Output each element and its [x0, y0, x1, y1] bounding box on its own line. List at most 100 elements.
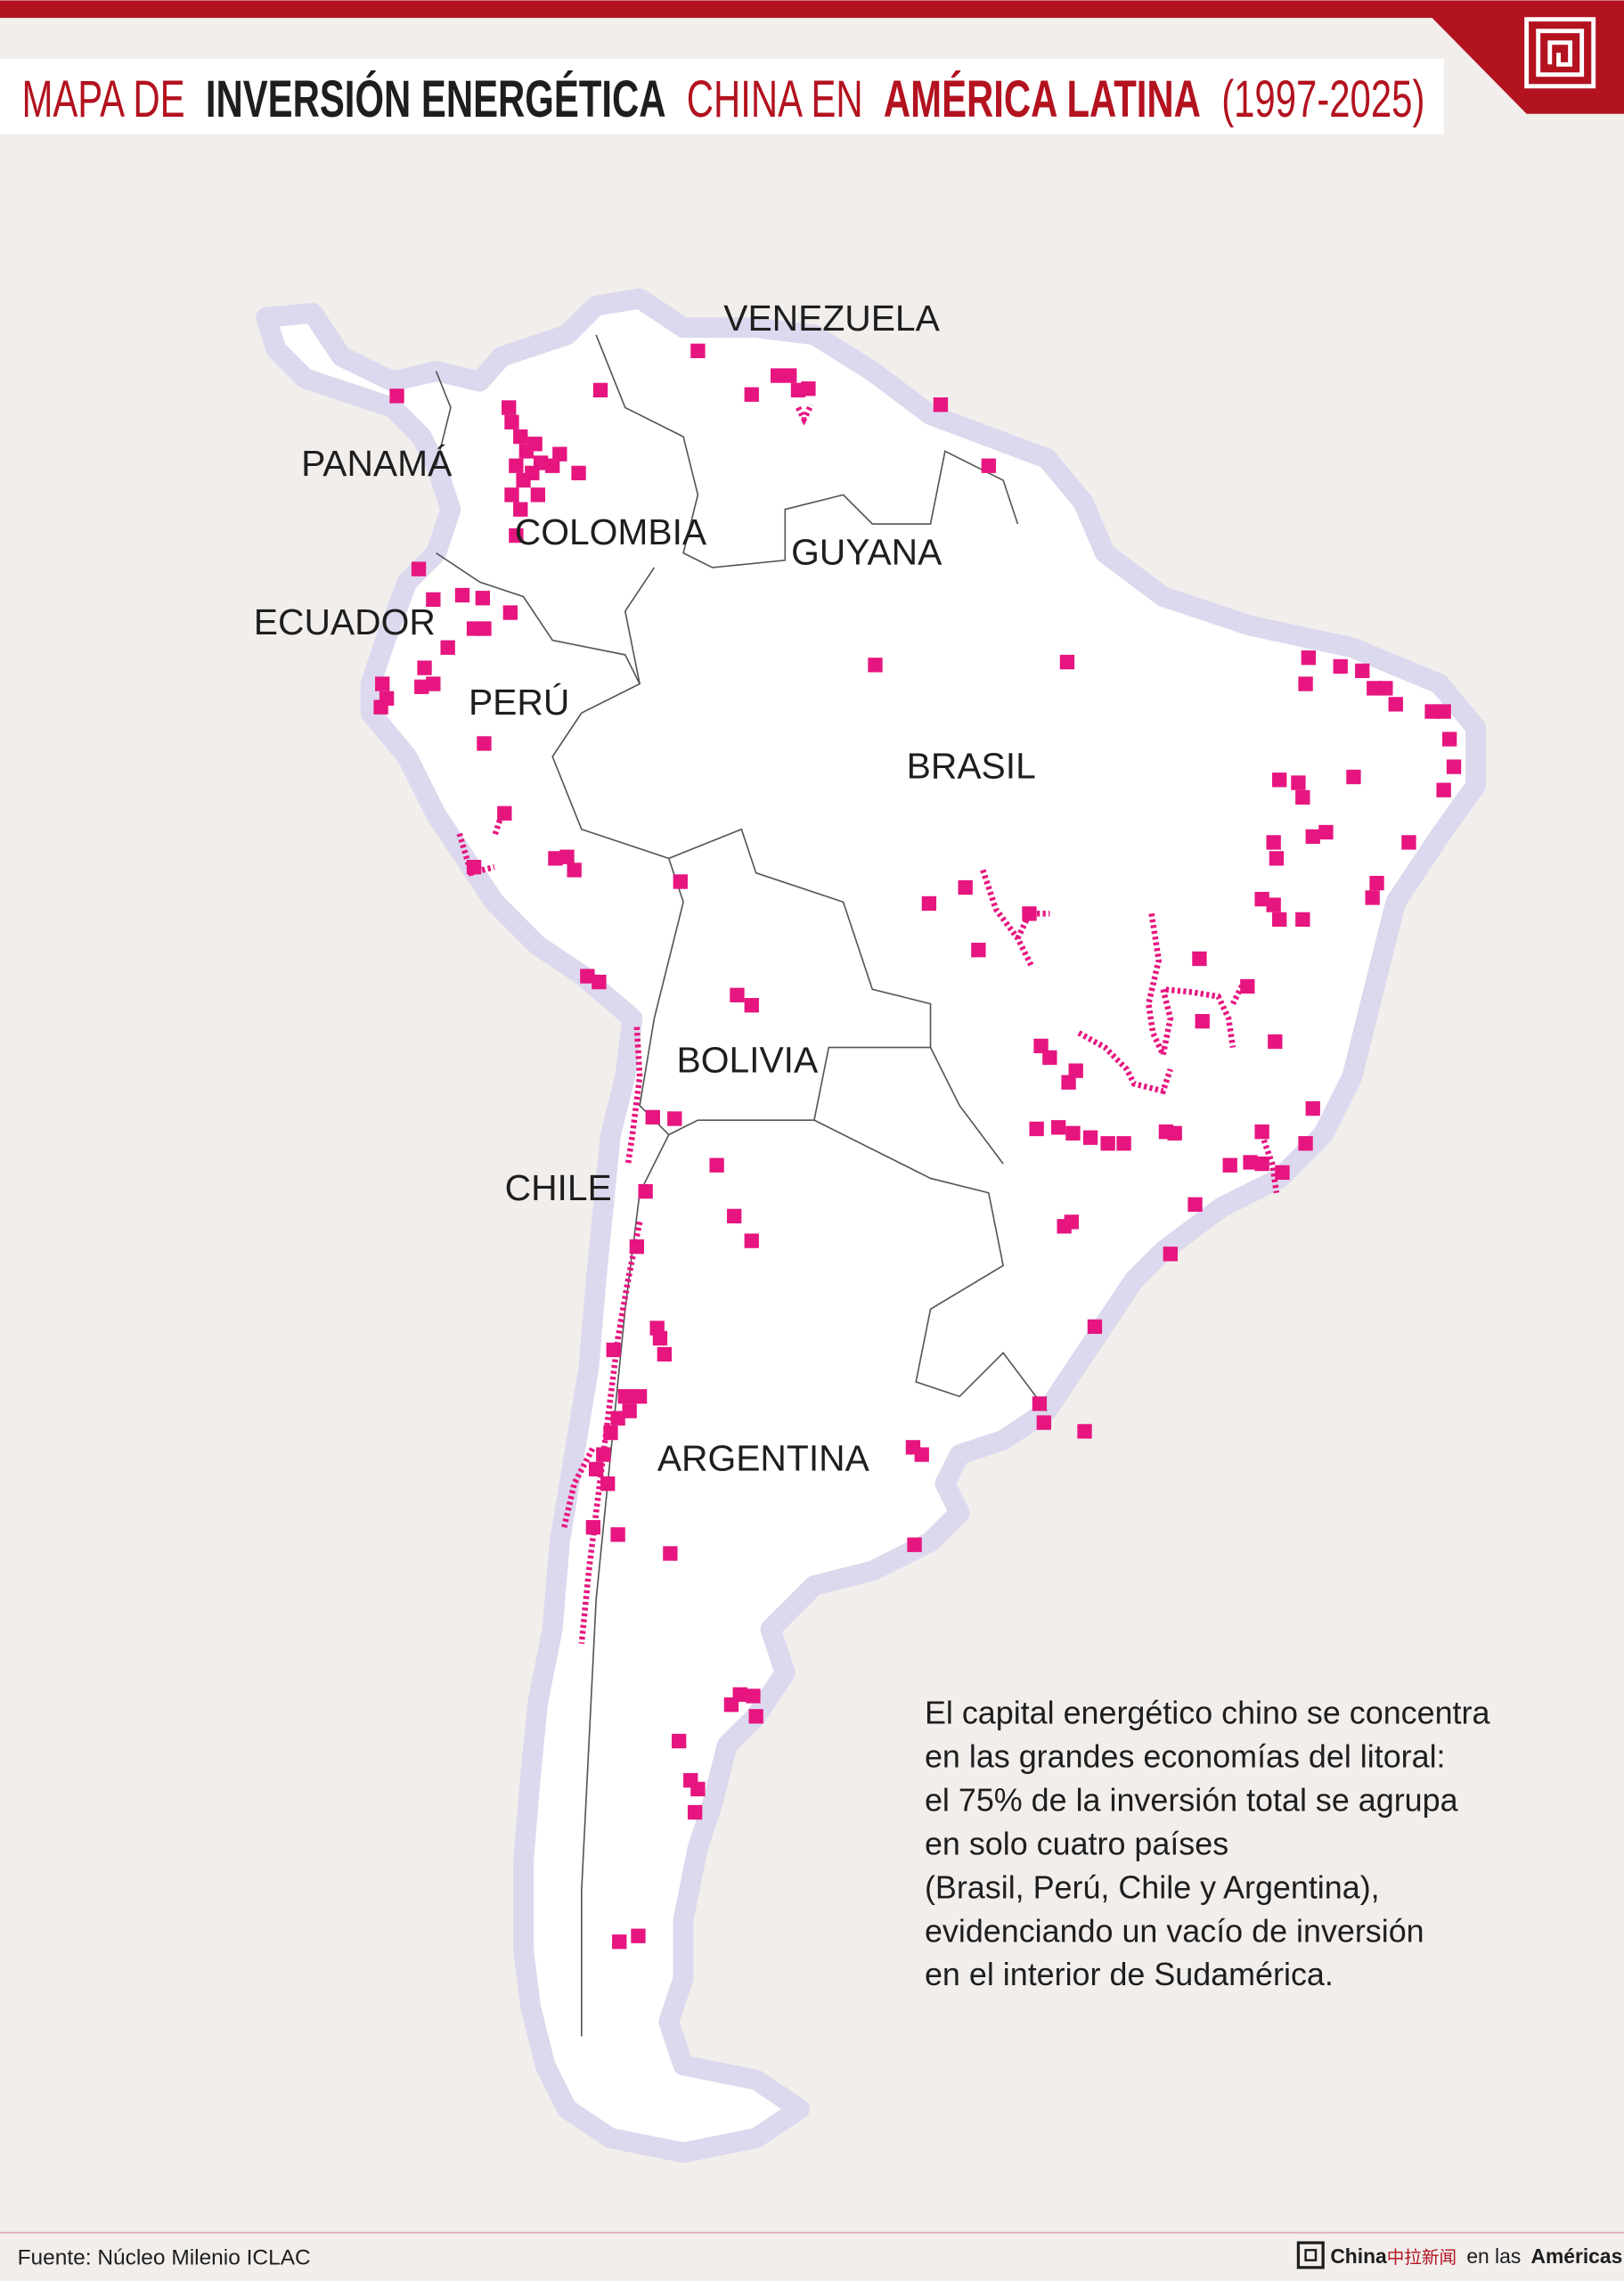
country-label: PERÚ — [469, 682, 569, 723]
annotation-line: El capital energético chino se concentra — [925, 1695, 1489, 1730]
investment-site — [663, 1546, 678, 1561]
logo-icon — [1524, 17, 1596, 89]
investment-site — [454, 587, 470, 603]
investment-site — [567, 863, 582, 878]
investment-site — [525, 465, 540, 481]
investment-site — [426, 592, 441, 608]
investment-site — [580, 969, 595, 984]
investment-site — [1298, 676, 1313, 691]
annotation: El capital energético chino se concentra… — [925, 1695, 1489, 1992]
investment-site — [1192, 951, 1207, 967]
investment-site — [1100, 1136, 1115, 1151]
brand-icon — [1296, 2241, 1325, 2269]
country-labels: VENEZUELA PANAMÁ COLOMBIA ECUADOR PERÚ G… — [254, 298, 1036, 1479]
country-label: BRASIL — [907, 746, 1036, 787]
investment-site — [375, 676, 390, 691]
source: Fuente: Núcleo Milenio ICLAC — [18, 2246, 311, 2270]
country-label: BOLIVIA — [677, 1039, 820, 1080]
investment-site — [1446, 759, 1462, 774]
investment-site — [748, 1709, 763, 1724]
investment-site — [1266, 835, 1281, 850]
country-label: CHILE — [505, 1167, 612, 1208]
country-label: VENEZUELA — [723, 298, 940, 339]
investment-site — [513, 429, 528, 445]
investment-site — [414, 679, 429, 694]
pipeline — [1230, 979, 1247, 1006]
investment-site — [504, 487, 519, 503]
investment-site — [513, 502, 528, 517]
investment-site — [723, 1697, 739, 1713]
annotation-line: evidenciando un vacío de inversión — [925, 1913, 1424, 1949]
investment-site — [1254, 1124, 1269, 1140]
investment-site — [475, 591, 491, 606]
investment-site — [1401, 835, 1416, 850]
investment-site — [1077, 1424, 1092, 1439]
investment-site — [1436, 782, 1451, 797]
pipeline — [624, 1026, 643, 1165]
investment-site — [603, 1425, 618, 1441]
investment-site — [727, 1208, 742, 1224]
investment-site — [1163, 1247, 1178, 1262]
brand: China中拉新闻 en las Américas — [1296, 2241, 1622, 2269]
title-box — [0, 58, 1444, 135]
investment-site — [1436, 704, 1451, 719]
investment-site — [1388, 697, 1403, 712]
investment-site — [610, 1410, 625, 1426]
investment-site — [1036, 1415, 1051, 1430]
annotation-line: en solo cuatro países — [925, 1826, 1228, 1861]
investment-site — [1318, 824, 1334, 840]
investment-site — [1061, 1075, 1076, 1090]
annotation-line: (Brasil, Perú, Chile y Argentina), — [925, 1869, 1380, 1905]
investment-site — [746, 1688, 761, 1704]
investment-site — [1305, 829, 1320, 845]
investment-site — [914, 1447, 929, 1462]
investment-site — [1333, 658, 1348, 674]
pipeline — [796, 403, 814, 426]
investment-site — [652, 1330, 668, 1346]
investment-site — [600, 1476, 616, 1492]
pipeline — [980, 869, 1035, 969]
investment-site — [1243, 1155, 1258, 1170]
title-part: CHINA EN — [687, 70, 863, 128]
investment-site — [389, 388, 404, 404]
investment-site — [1275, 1165, 1290, 1181]
investment-site — [1116, 1136, 1131, 1151]
continent — [256, 288, 1486, 2163]
investment-site — [801, 381, 816, 397]
investment-site — [1266, 897, 1281, 912]
borders — [435, 334, 1048, 2037]
investment-site — [1268, 1034, 1283, 1050]
investment-site — [1254, 1156, 1269, 1172]
investment-site — [1065, 1125, 1081, 1140]
investment-site — [1022, 906, 1037, 921]
investment-site — [617, 1389, 632, 1404]
investment-site — [1167, 1125, 1182, 1140]
country-label: PANAMÁ — [301, 443, 453, 484]
investment-site — [921, 895, 937, 912]
brand-part: en las — [1466, 2244, 1521, 2268]
pipeline — [578, 1221, 643, 1645]
brand-part: Américas — [1530, 2244, 1622, 2268]
investment-site — [559, 849, 575, 864]
investment-site — [612, 1934, 627, 1950]
investment-site — [1068, 1063, 1083, 1078]
pipeline — [491, 813, 505, 838]
investment-site — [530, 487, 546, 503]
title-part: (1997-2025) — [1221, 70, 1424, 128]
investment-site — [1291, 775, 1306, 790]
country-label: GUYANA — [791, 532, 943, 573]
investment-site — [690, 1781, 706, 1797]
top-bar — [0, 0, 1624, 19]
investment-site — [509, 458, 524, 473]
investment-site — [667, 1111, 682, 1126]
investment-site — [1029, 1121, 1044, 1137]
investment-site — [1222, 1157, 1237, 1173]
pipeline — [561, 1445, 596, 1528]
brand-icon-inner — [1304, 2249, 1318, 2261]
investment-site — [509, 527, 524, 544]
investment-site — [687, 1804, 703, 1820]
investment-site — [1346, 769, 1361, 785]
investment-site — [477, 621, 492, 636]
investment-site — [440, 640, 455, 655]
